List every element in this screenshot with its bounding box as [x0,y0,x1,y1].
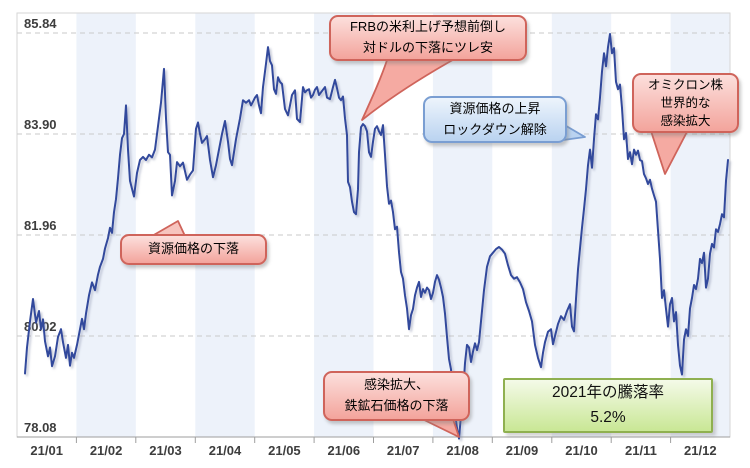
x-axis-label: 21/11 [625,443,657,458]
y-axis-label: 83.90 [24,117,57,132]
annotation-resource-price-rise: 資源価格の上昇 ロックダウン解除 [423,96,567,143]
annotation-frb-tail [361,56,459,121]
month-band [195,13,255,437]
annotation-text-line: 感染拡大 [660,114,711,129]
y-axis-label: 78.08 [24,420,57,435]
annual-change-label: 2021年の騰落率 [552,384,664,402]
annotation-text-line: 鉄鉱石価格の下落 [344,398,449,413]
x-axis-label: 21/08 [446,443,479,458]
annotation-text-line: 感染拡大、 [363,377,429,393]
annotation-text-line: 対ドルの下落にツレ安 [362,40,493,55]
annotation-frb-rate-hike: FRBの米利上げ予想前倒し 対ドルの下落にツレ安 [329,15,527,61]
x-axis-label: 21/05 [268,443,301,458]
annual-change-box: 2021年の騰落率 5.2% [503,378,713,433]
annotation-text-line: オミクロン株 [647,77,723,92]
price-line [24,33,729,440]
annotation-text-line: FRBの米利上げ予想前倒し [349,19,506,35]
annotation-text-line: ロックダウン解除 [443,121,547,137]
x-axis-label: 21/09 [506,443,539,458]
month-band [76,13,136,437]
y-axis-label: 85.84 [24,16,57,31]
x-axis-label: 21/12 [684,443,717,458]
annotation-infection-iron-ore: 感染拡大、 鉄鉱石価格の下落 [323,371,470,421]
annual-change-value: 5.2% [590,408,626,426]
x-axis-label: 21/02 [90,443,123,458]
month-band [432,13,493,437]
x-axis-label: 21/03 [149,443,182,458]
x-axis-label: 21/06 [328,443,361,458]
x-axis-label: 21/10 [565,443,598,458]
annotation-omicron: オミクロン株 世界的な 感染拡大 [632,73,739,133]
month-band [314,13,374,437]
annotation-text-line: 資源価格の下落 [147,241,239,257]
annotation-text-line: 世界的な [660,95,711,110]
x-axis-label: 21/04 [209,443,242,458]
annotation-resource-price-fall: 資源価格の下落 [120,234,267,265]
annotation-text-line: 資源価格の上昇 [449,100,541,116]
x-axis-label: 21/07 [387,443,420,458]
x-axis-label: 21/01 [30,443,63,458]
y-axis-label: 81.96 [24,218,57,233]
